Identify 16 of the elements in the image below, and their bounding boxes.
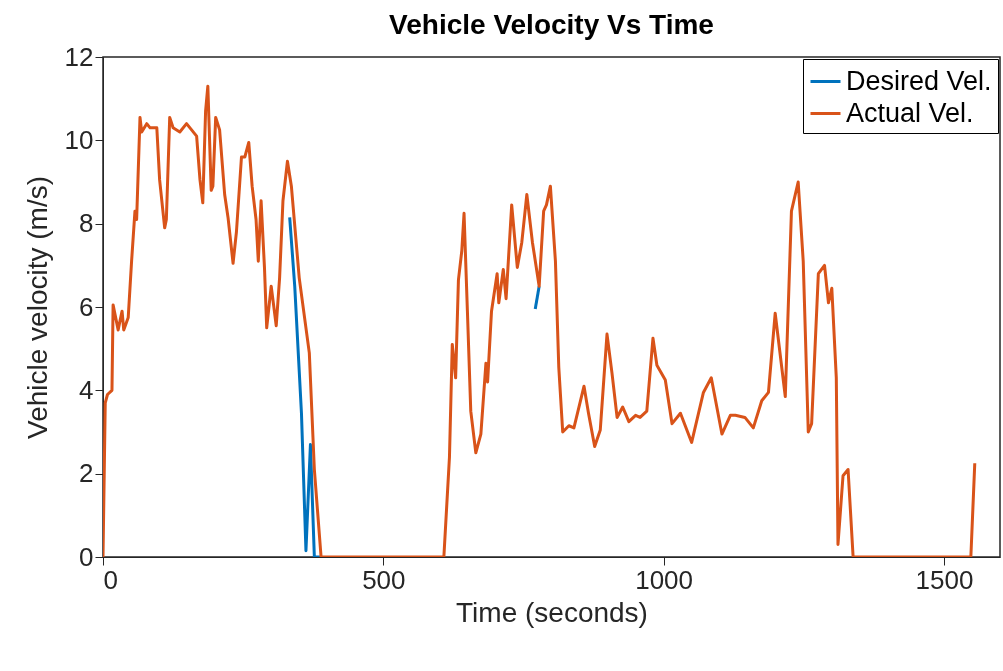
- x-axis-title: Time (seconds): [456, 596, 648, 628]
- y-tick-label: 2: [79, 458, 94, 489]
- x-tick-label: 500: [362, 564, 406, 595]
- y-tick-label: 0: [79, 541, 94, 572]
- chart-title: Vehicle Velocity Vs Time: [389, 9, 714, 40]
- y-tick-label: 6: [79, 291, 94, 322]
- legend-label: Desired Vel.: [846, 65, 992, 96]
- x-tick-label: 1000: [635, 564, 694, 595]
- x-tick-label: 1500: [915, 564, 974, 595]
- y-tick-label: 12: [64, 41, 94, 72]
- y-tick-label: 4: [79, 374, 94, 405]
- y-tick-label: 10: [64, 124, 94, 155]
- y-tick-label: 8: [79, 208, 94, 239]
- y-axis-title: Vehicle velocity (m/s): [21, 176, 53, 439]
- legend-label: Actual Vel.: [846, 97, 974, 128]
- x-tick-label: 0: [103, 564, 118, 595]
